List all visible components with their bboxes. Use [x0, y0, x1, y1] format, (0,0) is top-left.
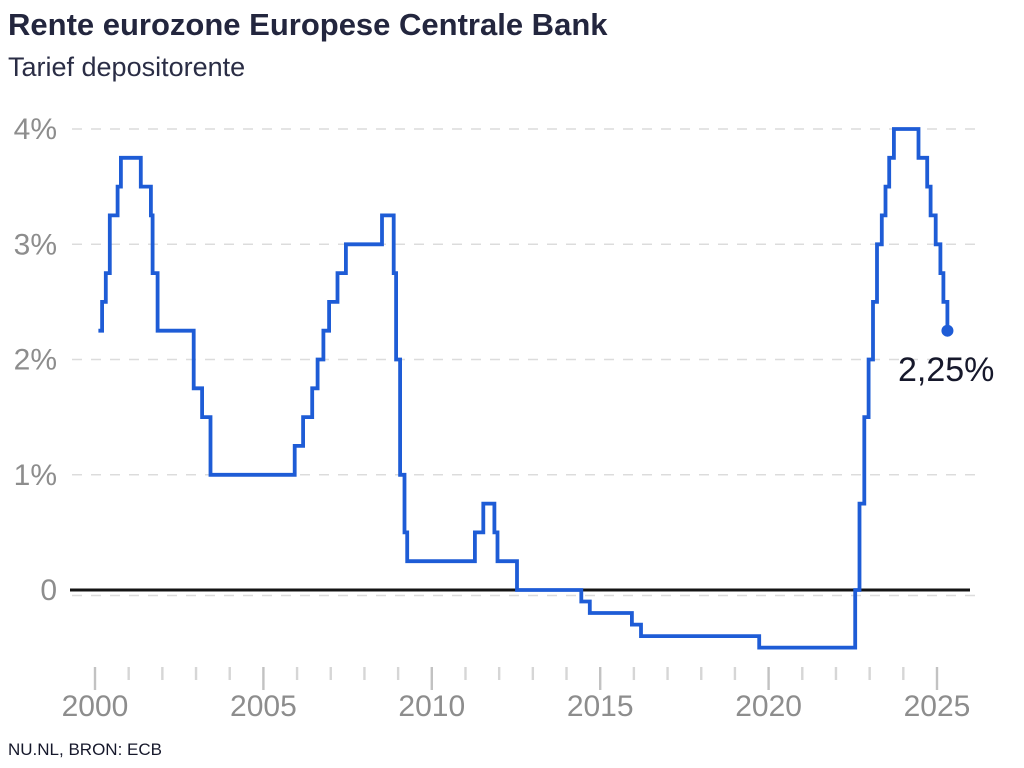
source-credit: NU.NL, BRON: ECB — [8, 740, 162, 759]
x-tick-label: 2020 — [735, 690, 802, 723]
y-axis-labels: 4% 3% 2% 1% 0 — [14, 113, 57, 607]
y-tick-label: 2% — [14, 344, 57, 377]
rate-step-line — [98, 127, 950, 650]
chart-title: Rente eurozone Europese Centrale Bank — [8, 7, 608, 42]
x-tick-label: 2005 — [230, 690, 297, 723]
x-tick-label: 2000 — [62, 690, 129, 723]
x-axis-labels: 2000 2005 2010 2015 2020 2025 — [62, 690, 971, 723]
y-tick-label: 4% — [14, 113, 57, 146]
chart-subtitle: Tarief depositorente — [8, 52, 246, 82]
x-tick-label: 2015 — [567, 690, 634, 723]
x-tick-label: 2010 — [398, 690, 465, 723]
y-tick-label: 3% — [14, 228, 57, 261]
y-tick-label: 0 — [40, 574, 57, 607]
x-axis-ticks — [93, 667, 939, 690]
y-tick-label: 1% — [14, 459, 57, 492]
x-tick-label: 2025 — [904, 690, 971, 723]
latest-rate-value-label: 2,25% — [898, 351, 995, 389]
end-point-dot — [941, 324, 954, 337]
gridlines-group — [72, 128, 975, 597]
